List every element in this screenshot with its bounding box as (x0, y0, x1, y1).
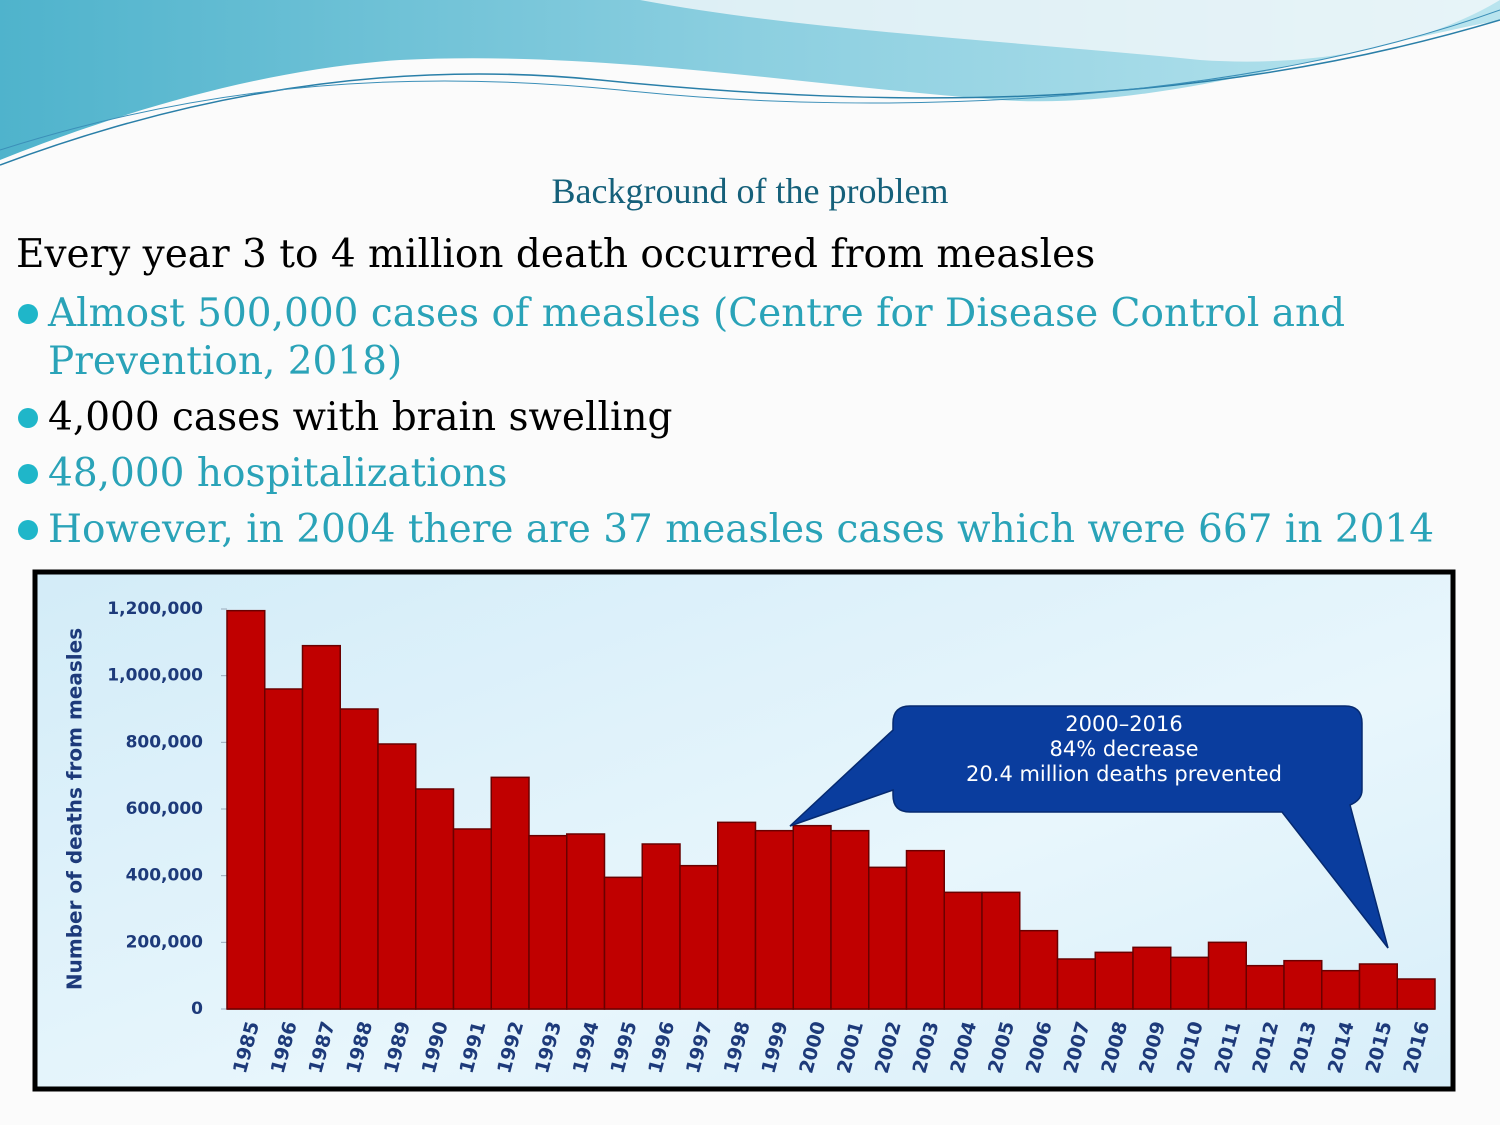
slide-title: Background of the problem (551, 171, 949, 211)
bar (1132, 946, 1172, 1010)
bar (1245, 964, 1285, 1010)
bar (1207, 941, 1247, 1010)
bar (943, 891, 983, 1010)
bar (301, 644, 341, 1010)
y-tick-label: 200,000 (126, 932, 204, 952)
bar (1283, 959, 1323, 1010)
bar (981, 891, 1021, 1010)
y-tick-label: 1,000,000 (107, 666, 203, 686)
bar (1358, 963, 1398, 1010)
header-line (0, 19, 1500, 166)
lead-text: Every year 3 to 4 million death occurred… (16, 232, 1096, 277)
bar (226, 609, 266, 1010)
bullet: Almost 500,000 cases of measles (Centre … (18, 290, 1498, 386)
bar (415, 788, 455, 1010)
bar (641, 843, 681, 1010)
callout-text: 84% decrease (1050, 737, 1199, 761)
callout-text: 20.4 million deaths prevented (966, 762, 1282, 786)
bar (528, 834, 568, 1010)
bar (868, 866, 908, 1010)
header-line (0, 9, 1500, 151)
bar (603, 876, 643, 1010)
bar (679, 864, 719, 1010)
bullet: 4,000 cases with brain swelling (18, 394, 1498, 442)
header-wave (640, 0, 1500, 62)
bar (1170, 956, 1210, 1010)
bar (452, 828, 492, 1010)
bar (377, 743, 417, 1010)
bar (905, 849, 945, 1010)
bar (1019, 929, 1059, 1010)
callout-text: 2000–2016 (1065, 712, 1182, 736)
chart: 0 200,000 400,000 600,000 800,000 1,000,000 1,… (63, 599, 1436, 1076)
y-tick-label: 800,000 (126, 732, 204, 752)
y-tick-label: 400,000 (126, 866, 204, 886)
bar (264, 688, 304, 1010)
bullet-list: Almost 500,000 cases of measles (Centre … (18, 290, 1498, 562)
bar (1056, 958, 1096, 1010)
y-tick-label: 600,000 (126, 799, 204, 819)
bar (792, 824, 832, 1010)
bullet: However, in 2004 there are 37 measles ca… (18, 506, 1498, 554)
bar (566, 833, 606, 1010)
bar (754, 829, 794, 1010)
bar (1094, 951, 1134, 1010)
bar (1396, 978, 1436, 1010)
bullet: 48,000 hospitalizations (18, 450, 1498, 498)
callout (789, 705, 1389, 949)
bar (490, 776, 530, 1010)
bar (1321, 969, 1361, 1010)
y-tick-label: 1,200,000 (107, 599, 203, 619)
y-axis-label: Number of deaths from measles (63, 628, 87, 990)
bar (717, 821, 757, 1010)
bar (339, 708, 379, 1010)
bar (830, 829, 870, 1010)
y-tick-label: 0 (191, 999, 203, 1019)
